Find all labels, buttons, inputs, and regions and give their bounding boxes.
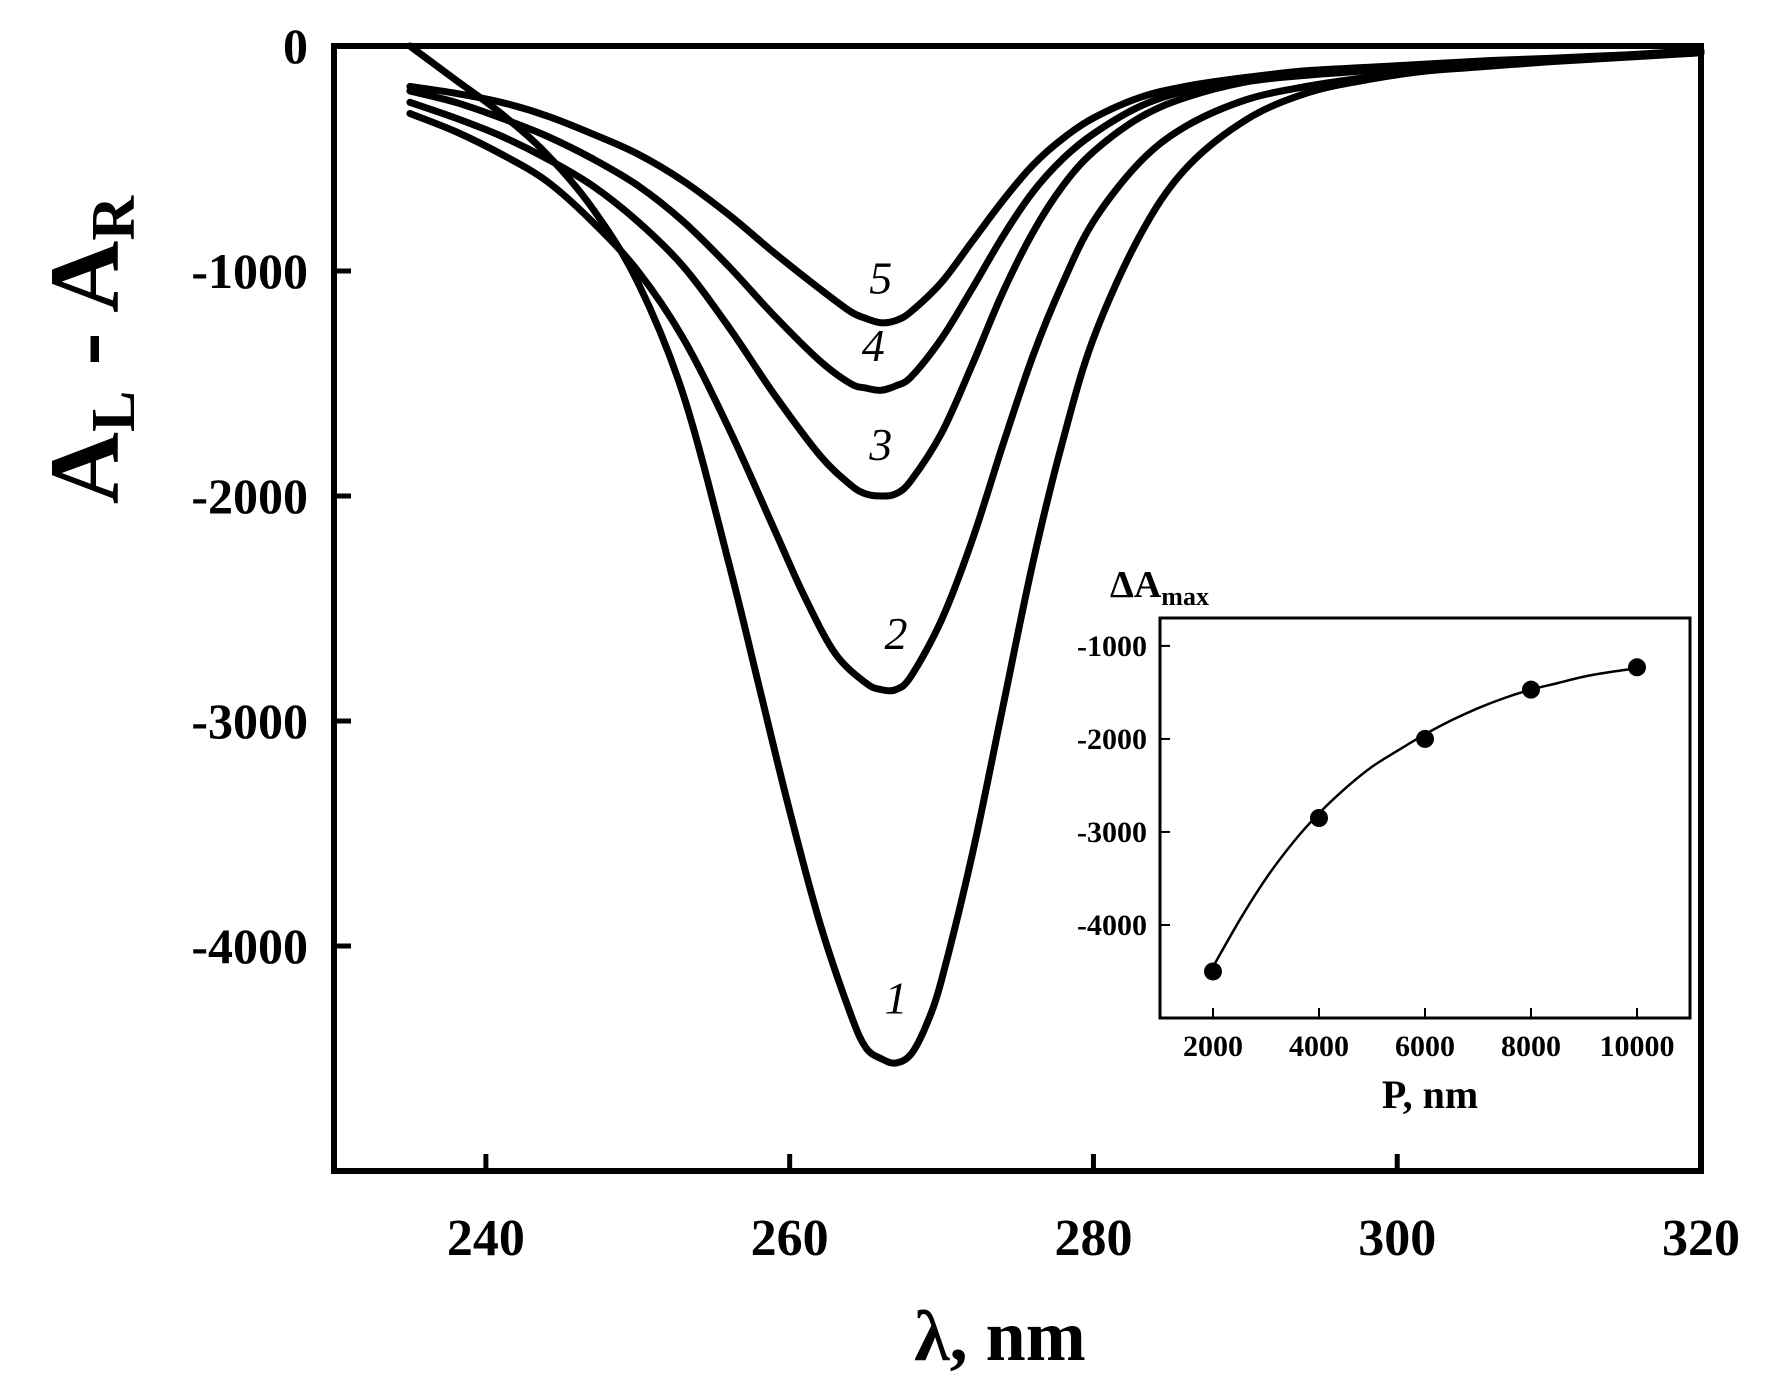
inset-y-axis-title-sub: max (1161, 582, 1209, 611)
main-x-tick-label: 320 (1662, 1210, 1740, 1267)
inset-x-tick-label: 6000 (1395, 1030, 1455, 1063)
main-y-tick-label: 0 (283, 18, 308, 74)
y-axis-title-b: A (29, 241, 140, 313)
curve-1 (406, 42, 1705, 1067)
y-axis-title-a: A (29, 432, 140, 504)
main-x-tick-label: 280 (1054, 1210, 1132, 1267)
main-x-tick-label: 240 (447, 1210, 525, 1267)
x-axis-title: λ, nm (914, 1296, 1085, 1376)
curve-label-3: 3 (868, 419, 892, 470)
main-curve-labels: 1 2 3 4 5 (862, 253, 908, 1024)
inset-x-tick-label: 4000 (1289, 1030, 1349, 1063)
main-x-tick-label: 300 (1358, 1210, 1436, 1267)
main-y-tick-label: -3000 (191, 693, 308, 749)
y-axis-title-b-sub: R (80, 195, 148, 241)
inset-y-tick-label: -1000 (1077, 630, 1147, 663)
inset-point (1310, 809, 1328, 827)
curve-label-5: 5 (869, 253, 892, 304)
inset-plot-frame (1158, 616, 1692, 1020)
inset-x-tick-label: 8000 (1501, 1030, 1561, 1063)
main-x-ticks: 240 260 280 300 320 (447, 1154, 1740, 1267)
x-axis-title-symbol: λ (914, 1296, 950, 1376)
inset-point (1416, 729, 1434, 748)
inset-y-ticks: -1000 -2000 -3000 -4000 (1077, 630, 1170, 942)
y-axis-title-a-sub: L (80, 391, 148, 432)
main-y-tick-label: -2000 (191, 468, 308, 524)
curve-5 (406, 49, 1705, 327)
main-y-ticks: 0 -1000 -2000 -3000 -4000 (191, 18, 351, 974)
main-y-tick-label: -4000 (191, 918, 308, 974)
curve-2 (406, 49, 1705, 695)
inset-y-tick-label: -2000 (1077, 723, 1147, 756)
inset-y-tick-label: -3000 (1077, 816, 1147, 849)
main-plot: 240 260 280 300 320 0-1000-2000-3000-4000 12… (29, 18, 1740, 1376)
inset-x-tick-label: 10000 (1600, 1030, 1675, 1063)
x-axis-title-unit: , nm (950, 1296, 1086, 1376)
curve-label-1: 1 (884, 973, 907, 1024)
inset-plot: 2000 4000 6000 8000 10000 -1000 -2000 -3000 -40… (1077, 564, 1692, 1117)
inset-y-axis-title: ΔAmax (1110, 564, 1209, 611)
main-y-tick-label: -1000 (191, 243, 308, 299)
curve-label-4: 4 (862, 320, 885, 371)
main-curves (406, 42, 1705, 1067)
curve-3 (406, 49, 1705, 500)
main-plot-frame (331, 43, 1704, 1174)
inset-x-tick-label: 2000 (1183, 1030, 1243, 1063)
inset-point (1204, 962, 1222, 981)
inset-y-tick-label: -4000 (1077, 909, 1147, 942)
y-axis-title: AL - AR (29, 195, 148, 505)
inset-point (1522, 680, 1540, 699)
main-x-tick-label: 260 (751, 1210, 829, 1267)
inset-point (1628, 658, 1646, 677)
curve-label-2: 2 (884, 608, 907, 659)
inset-y-axis-title-main: ΔA (1110, 564, 1162, 606)
y-axis-title-sep: - (29, 313, 140, 391)
inset-points (1204, 658, 1646, 981)
inset-x-ticks: 2000 4000 6000 8000 10000 (1183, 1008, 1675, 1063)
inset-x-axis-title: P, nm (1382, 1072, 1478, 1117)
